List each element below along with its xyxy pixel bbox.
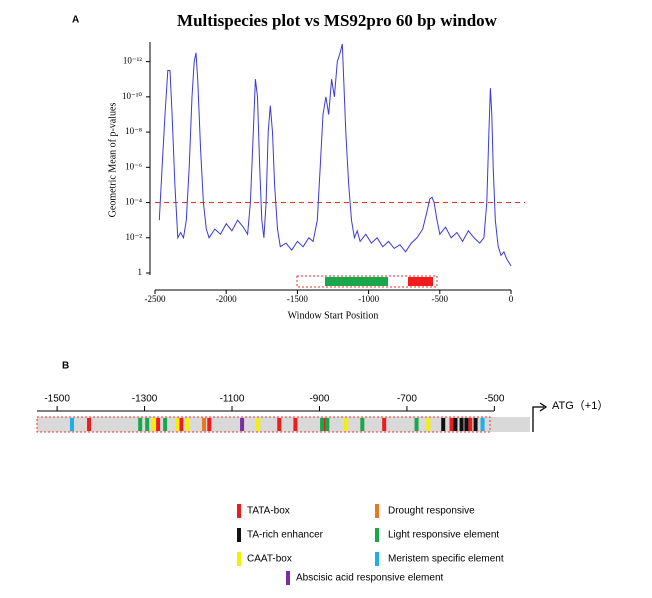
x-tick-label: -2500 — [145, 294, 166, 304]
y-axis-label: Geometric Mean of p-values — [107, 103, 118, 218]
element-mark — [449, 418, 454, 431]
x-tick-label: -1000 — [358, 294, 379, 304]
region-box — [296, 275, 438, 288]
y-tick-label: 1 — [138, 267, 143, 277]
x-tick-label: -2000 — [216, 294, 237, 304]
promoter-tick-label: -900 — [309, 394, 329, 405]
element-mark — [240, 418, 245, 431]
panel-label: B — [62, 361, 69, 372]
y-tick-label: 10⁻⁴ — [125, 197, 142, 207]
y-tick-label: 10⁻¹² — [123, 56, 142, 66]
element-mark — [382, 418, 387, 431]
legend-label: CAAT-box — [247, 554, 292, 565]
legend-label: Abscisic acid responsive element — [296, 573, 444, 584]
x-tick-label: -1500 — [287, 294, 308, 304]
chart-title: Multispecies plot vs MS92pro 60 bp windo… — [177, 11, 498, 30]
legend-swatch — [375, 528, 379, 542]
y-tick-label: 10⁻⁸ — [125, 126, 142, 136]
x-tick-label: -500 — [432, 294, 449, 304]
element-mark — [138, 418, 143, 431]
element-mark — [360, 418, 365, 431]
element-mark — [163, 418, 168, 431]
promoter-tick-label: -700 — [397, 394, 417, 405]
legend-label: Meristem specific element — [388, 554, 504, 565]
promoter-tick-label: -1500 — [44, 394, 70, 405]
element-mark — [184, 418, 189, 431]
region-green — [325, 277, 388, 286]
element-mark — [156, 418, 161, 431]
legend-swatch — [375, 552, 379, 566]
element-mark — [453, 418, 458, 431]
element-mark — [69, 418, 74, 431]
element-mark — [473, 418, 478, 431]
y-tick-label: 10⁻⁶ — [125, 161, 142, 171]
element-mark — [320, 418, 325, 431]
legend-label: Light responsive element — [388, 530, 499, 541]
x-tick-label: 0 — [509, 294, 514, 304]
element-mark — [426, 418, 431, 431]
legend-swatch — [237, 504, 241, 518]
promoter-bar — [37, 417, 530, 432]
end-label: ATG（+1） — [552, 399, 608, 412]
promoter-box — [36, 416, 491, 433]
element-mark — [293, 418, 298, 431]
element-mark — [323, 418, 328, 431]
region-red — [408, 277, 433, 286]
element-mark — [151, 418, 156, 431]
element-mark — [441, 418, 446, 431]
element-mark — [145, 418, 150, 431]
legend-swatch — [237, 552, 241, 566]
element-mark — [459, 418, 464, 431]
legend-label: TATA-box — [247, 506, 290, 517]
promoter-tick-label: -500 — [484, 394, 504, 405]
element-mark — [344, 418, 349, 431]
legend-swatch — [286, 571, 290, 585]
element-mark — [480, 418, 485, 431]
x-axis-label: Window Start Position — [288, 310, 379, 321]
promoter-tick-label: -1100 — [220, 394, 245, 405]
legend-swatch — [237, 528, 241, 542]
y-tick-label: 10⁻¹⁰ — [122, 91, 142, 101]
element-mark — [179, 418, 184, 431]
promoter-tick-label: -1300 — [132, 394, 158, 405]
element-mark — [325, 418, 330, 431]
legend-swatch — [375, 504, 379, 518]
panel-label: A — [72, 15, 79, 26]
element-mark — [87, 418, 92, 431]
data-line — [158, 43, 512, 267]
legend-label: TA-rich enhancer — [247, 530, 324, 541]
element-mark — [414, 418, 419, 431]
element-mark — [207, 418, 212, 431]
element-mark — [277, 418, 282, 431]
element-mark — [175, 418, 180, 431]
element-mark — [464, 418, 469, 431]
element-mark — [202, 418, 207, 431]
y-tick-label: 10⁻² — [126, 232, 143, 242]
start-arrow — [532, 402, 548, 432]
element-mark — [468, 418, 473, 431]
legend-label: Drought responsive — [388, 506, 475, 517]
element-mark — [256, 418, 261, 431]
